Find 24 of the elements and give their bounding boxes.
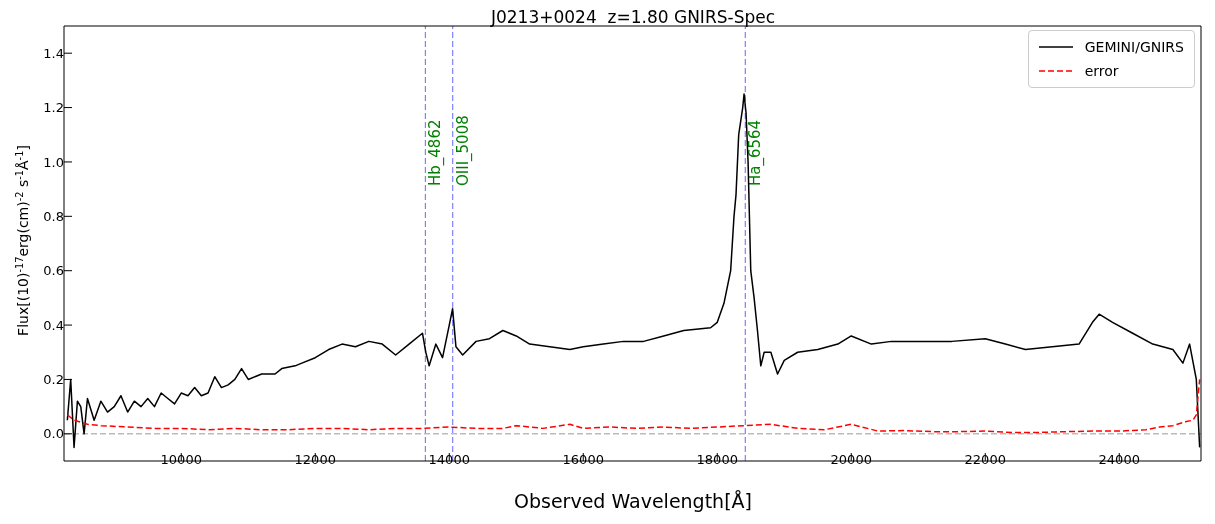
x-tick-label: 24000 bbox=[1098, 452, 1140, 468]
y-tick-label: 0.8 bbox=[43, 208, 64, 224]
x-tick-label: 16000 bbox=[562, 452, 604, 468]
x-tick-label: 12000 bbox=[294, 452, 336, 468]
y-tick-label: 1.4 bbox=[43, 45, 64, 61]
x-tick-label: 10000 bbox=[160, 452, 202, 468]
ref-line-label: Hb_4862 bbox=[426, 119, 446, 186]
x-tick-label: 20000 bbox=[830, 452, 872, 468]
ref-line-label: Ha_6564 bbox=[746, 119, 766, 186]
x-axis-title: Observed Wavelength[Å] bbox=[514, 490, 752, 512]
x-tick-label: 14000 bbox=[428, 452, 470, 468]
y-tick-label: 0.6 bbox=[43, 263, 64, 279]
legend-label: GEMINI/GNIRS bbox=[1084, 38, 1184, 57]
y-tick-label: 0.0 bbox=[43, 426, 64, 442]
y-tick-label: 0.2 bbox=[43, 372, 64, 388]
y-tick-label: 1.0 bbox=[43, 154, 64, 170]
ref-line-label: OIII_5008 bbox=[453, 115, 473, 186]
chart-title: J0213+0024 z=1.80 GNIRS-Spec bbox=[489, 7, 776, 27]
legend-label: error bbox=[1084, 62, 1119, 81]
line-series bbox=[66, 378, 1201, 434]
x-tick-label: 22000 bbox=[964, 452, 1006, 468]
y-tick-label: 1.2 bbox=[43, 100, 64, 116]
x-tick-label: 18000 bbox=[696, 452, 738, 468]
y-tick-label: 0.4 bbox=[43, 317, 64, 333]
